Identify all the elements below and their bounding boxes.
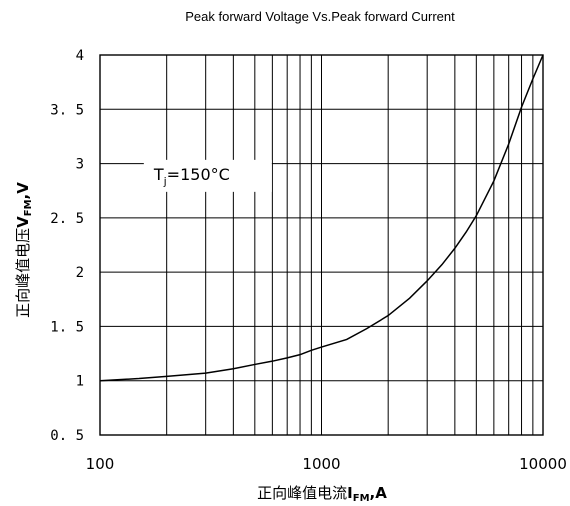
y-tick-label: 1. 5 [50, 319, 84, 335]
chart-title: Peak forward Voltage Vs.Peak forward Cur… [185, 9, 455, 24]
y-tick-label: 3 [76, 157, 84, 173]
grid [100, 55, 543, 435]
x-tick-label: 1000 [302, 455, 340, 473]
y-tick-label: 2 [76, 265, 84, 281]
x-axis-label: 正向峰值电流IFM,A [257, 484, 387, 504]
y-tick-label: 1 [76, 374, 84, 390]
y-axis-label: 正向峰值电压VFM,V [14, 182, 34, 318]
annotation-box [143, 159, 272, 192]
y-tick-label: 4 [76, 48, 84, 64]
x-tick-label: 10000 [519, 455, 567, 473]
annotation-tj: Tj=150°C [153, 165, 230, 188]
x-tick-label: 100 [86, 455, 115, 473]
y-tick-label: 3. 5 [50, 102, 84, 118]
series-line [99, 54, 544, 382]
y-tick-label: 0. 5 [50, 428, 84, 444]
x-tick-labels: 100 1000 10000 [86, 455, 567, 473]
y-tick-labels: 0. 5 1 1. 5 2 2. 5 3 3. 5 4 [50, 48, 84, 444]
y-tick-label: 2. 5 [50, 211, 84, 227]
plot-frame [99, 54, 544, 436]
